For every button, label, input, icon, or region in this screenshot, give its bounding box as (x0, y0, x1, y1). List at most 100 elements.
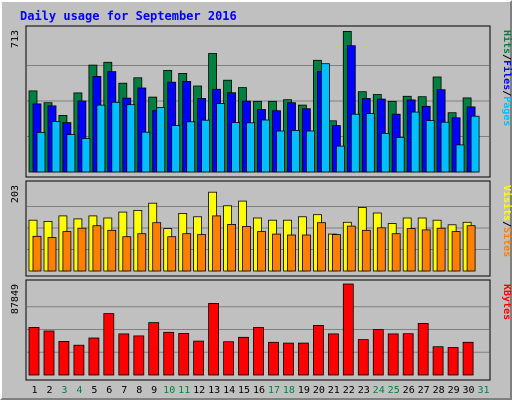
bar-sites-day-6 (107, 229, 117, 272)
bar-pages-day-7 (126, 104, 136, 173)
bar-pages-day-24 (380, 132, 390, 173)
x-tick-label-day-25: 25 (388, 385, 400, 396)
bar-sites-day-19 (301, 234, 311, 272)
bar-sites-day-15 (242, 226, 251, 272)
bar-pages-day-4 (81, 138, 91, 173)
x-tick-label-day-21: 21 (328, 385, 340, 396)
bar-sites-day-16 (257, 231, 266, 272)
legend-entry-visits: Visits (501, 185, 512, 221)
y-max-label-kbytes: 87849 (10, 284, 21, 314)
bar-sites-day-18 (287, 234, 296, 272)
bar-pages-day-9 (156, 107, 166, 173)
legend-entry-files: Files (501, 60, 512, 90)
bar-sites-day-3 (62, 231, 72, 272)
bar-sites-day-22 (346, 225, 356, 272)
legend-entry-pages: Pages (501, 96, 512, 126)
bar-pages-day-8 (141, 131, 151, 173)
bar-sites-day-27 (421, 229, 431, 272)
bar-pages-day-21 (335, 145, 345, 173)
bar-sites-day-28 (436, 227, 446, 272)
bar-kbytes-day-24 (372, 329, 384, 376)
bar-pages-day-30 (470, 115, 480, 173)
bar-sites-day-20 (316, 222, 326, 272)
x-tick-label-day-6: 6 (106, 385, 112, 396)
bar-sites-day-23 (361, 229, 371, 272)
bar-kbytes-day-13 (208, 302, 220, 376)
bar-kbytes-day-21 (327, 333, 339, 376)
legend-separator: / (501, 221, 512, 227)
bar-sites-day-29 (451, 231, 461, 272)
x-tick-label-day-2: 2 (46, 385, 52, 396)
bar-kbytes-day-6 (103, 313, 115, 376)
x-tick-label-day-9: 9 (151, 385, 157, 396)
bar-pages-day-16 (261, 119, 270, 173)
x-tick-label-day-26: 26 (403, 385, 415, 396)
bar-kbytes-day-12 (193, 340, 205, 376)
bar-sites-day-7 (122, 236, 132, 272)
bar-pages-day-18 (291, 129, 300, 173)
bar-pages-day-5 (96, 104, 106, 173)
bar-sites-day-25 (391, 233, 401, 272)
bar-kbytes-day-19 (297, 342, 309, 376)
x-tick-label-day-19: 19 (298, 385, 310, 396)
bar-kbytes-day-30 (462, 341, 474, 376)
x-tick-label-day-27: 27 (418, 385, 430, 396)
bar-sites-day-26 (406, 228, 416, 272)
bar-pages-day-26 (410, 111, 420, 173)
bar-sites-day-13 (212, 215, 222, 272)
bar-pages-day-17 (276, 130, 285, 173)
bar-pages-day-3 (66, 134, 76, 173)
bar-pages-day-20 (320, 63, 330, 173)
x-tick-label-day-15: 15 (238, 385, 250, 396)
bar-sites-day-12 (197, 234, 207, 272)
bar-sites-day-21 (331, 234, 341, 272)
legend-separator: / (501, 54, 512, 60)
x-tick-label-day-13: 13 (208, 385, 220, 396)
x-tick-label-day-12: 12 (193, 385, 205, 396)
bar-kbytes-day-28 (432, 346, 444, 376)
bar-pages-day-25 (395, 137, 405, 173)
bar-sites-day-10 (167, 236, 177, 272)
x-tick-label-day-4: 4 (76, 385, 82, 396)
bar-kbytes-day-15 (238, 336, 249, 376)
bar-kbytes-day-17 (268, 341, 279, 376)
bar-pages-day-2 (51, 121, 61, 173)
x-tick-label-day-18: 18 (283, 385, 295, 396)
x-tick-label-day-8: 8 (136, 385, 142, 396)
bar-sites-day-17 (272, 233, 281, 272)
bar-kbytes-day-11 (178, 333, 190, 376)
bar-sites-day-8 (137, 233, 147, 272)
bar-kbytes-day-22 (342, 283, 354, 376)
x-tick-label-day-10: 10 (163, 385, 175, 396)
y-max-label-hits-files-pages: 713 (10, 30, 21, 48)
x-tick-label-day-23: 23 (358, 385, 370, 396)
bar-kbytes-day-26 (402, 333, 414, 376)
bar-kbytes-day-29 (447, 347, 459, 376)
legend-visits-sites: Visits/Sites (501, 185, 512, 257)
bar-kbytes-day-10 (163, 331, 175, 376)
bar-pages-day-14 (231, 122, 241, 173)
bar-sites-day-30 (466, 225, 476, 272)
bar-kbytes-day-2 (43, 330, 55, 376)
bar-kbytes-day-20 (312, 324, 324, 376)
bar-sites-day-4 (77, 227, 87, 272)
x-tick-label-day-11: 11 (178, 385, 190, 396)
bar-kbytes-day-18 (283, 342, 294, 376)
bar-kbytes-day-14 (223, 341, 235, 376)
bar-pages-day-29 (455, 144, 465, 173)
x-tick-label-day-22: 22 (343, 385, 355, 396)
x-tick-label-day-28: 28 (433, 385, 445, 396)
bar-pages-day-10 (171, 125, 181, 173)
bar-kbytes-day-23 (357, 339, 369, 376)
bar-kbytes-day-25 (387, 333, 399, 376)
bar-kbytes-day-16 (253, 327, 264, 376)
x-tick-label-day-24: 24 (373, 385, 385, 396)
legend-separator: / (501, 90, 512, 96)
x-tick-label-day-31: 31 (477, 385, 489, 396)
bar-kbytes-day-8 (133, 335, 145, 376)
bar-pages-day-27 (425, 120, 435, 173)
bar-sites-day-11 (182, 233, 192, 272)
bar-sites-day-5 (92, 225, 102, 272)
x-tick-label-day-29: 29 (448, 385, 460, 396)
